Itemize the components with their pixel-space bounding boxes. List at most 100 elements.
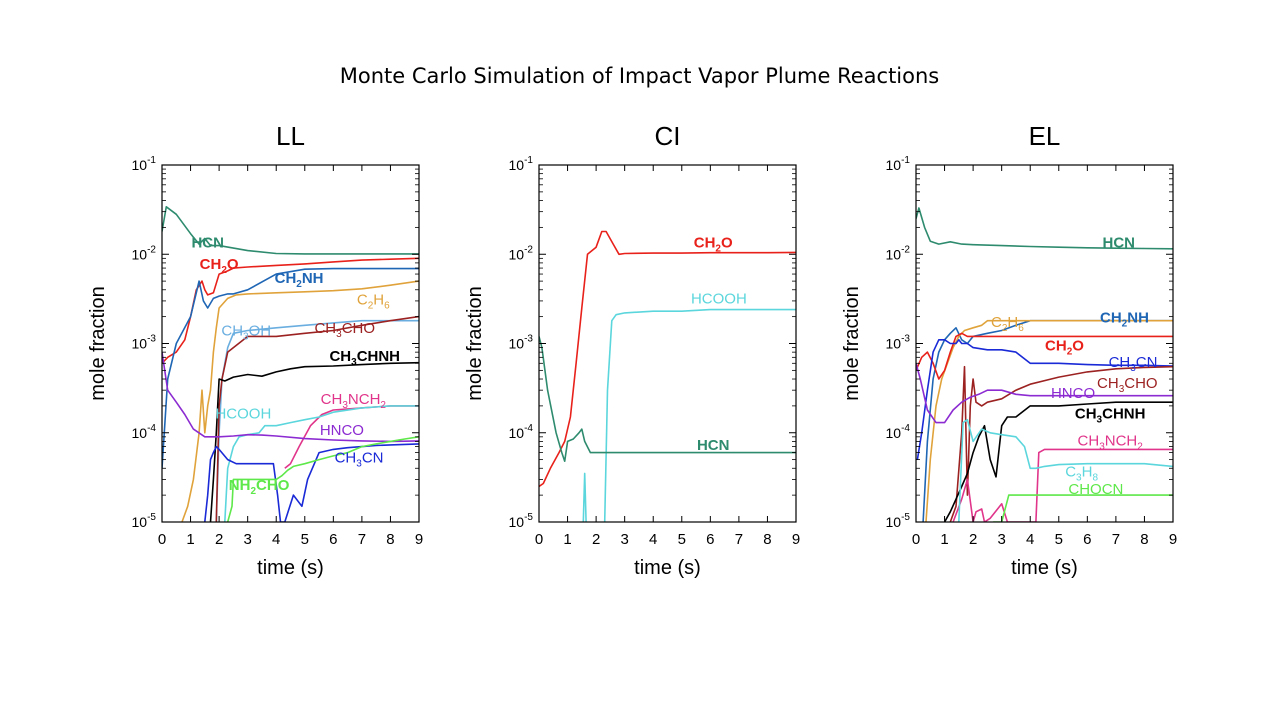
y-tick-label: 10-2 [132,244,157,262]
series-line-c2h6 [181,280,419,522]
series-label-chocn: CHOCN [1068,481,1123,498]
x-tick-label: 5 [1055,531,1063,548]
series-label-c2h6: C2H6 [357,292,390,312]
series-label-hcn: HCN [1102,235,1135,252]
series-label-c2h6: C2H6 [991,314,1024,334]
panel-title: CI [655,121,681,151]
series-label-nh2cho: NH2CHO [229,477,290,497]
series-line-nh2cho [226,436,419,522]
series-line-ch2nh [162,267,419,469]
series-label-hcooh: HCOOH [215,405,271,422]
series-line-ch3cho [949,365,1173,522]
series-label-ch3cho: CH3CHO [314,320,375,340]
series-lines [916,207,1173,522]
y-axis-label: mole fraction [464,286,486,401]
series-label-ch2nh: CH2NH [275,270,324,290]
x-tick-label: 2 [592,531,600,548]
y-axis-label: mole fraction [841,286,863,401]
x-tick-label: 3 [620,531,628,548]
series-label-ch3oh: CH3OH [221,322,271,342]
series-line-hcooh [224,405,419,522]
y-tick-label: 10-5 [886,512,911,530]
series-label-ch3cho: CH3CHO [1097,375,1158,395]
x-tick-label: 6 [706,531,714,548]
x-tick-label: 1 [563,531,571,548]
series-label-ch3nch2: CH3NCH2 [321,391,387,411]
y-tick-label: 10-3 [132,334,157,352]
x-tick-label: 0 [912,531,920,548]
x-tick-label: 5 [678,531,686,548]
series-line-hnco [916,363,1173,424]
series-label-hcooh: HCOOH [691,290,747,307]
x-tick-label: 6 [329,531,337,548]
series-lines [539,230,796,522]
series-line-hnco [162,351,419,443]
series-line-hcooh [603,308,796,522]
x-tick-label: 9 [792,531,800,548]
x-tick-label: 7 [735,531,743,548]
x-tick-label: 7 [358,531,366,548]
y-tick-label: 10-2 [886,244,911,262]
x-axis-label: time (s) [1011,557,1078,579]
series-line-hcn [162,206,419,255]
series-line-ch3cho [215,315,419,522]
x-tick-label: 8 [386,531,394,548]
series-label-ch3cn: CH3CN [1109,354,1158,374]
x-tick-label: 2 [969,531,977,548]
y-tick-label: 10-2 [509,244,534,262]
y-tick-label: 10-3 [886,334,911,352]
series-line-c3h8 [958,418,1173,522]
x-tick-label: 1 [940,531,948,548]
y-tick-label: 10-1 [509,155,534,173]
series-label-ch2o: CH2O [1045,337,1084,357]
series-label-ch3nch2: CH3NCH2 [1078,432,1144,452]
series-line-hcn [916,207,1173,250]
x-tick-label: 4 [649,531,657,548]
x-tick-label: 8 [763,531,771,548]
y-tick-label: 10-4 [886,423,911,441]
y-axis-label: mole fraction [87,286,109,401]
series-line-ch3cn [916,338,1173,460]
series-label-ch2o: CH2O [200,256,239,276]
x-tick-label: 5 [301,531,309,548]
y-tick-label: 10-1 [886,155,911,173]
y-tick-label: 10-5 [132,512,157,530]
y-tick-label: 10-4 [509,423,534,441]
series-line-chocn [993,494,1173,522]
series-line-c2h6 [925,319,1173,522]
x-axis-label: time (s) [634,557,701,579]
x-tick-label: 3 [243,531,251,548]
series-line-ch2o [916,332,1173,380]
x-tick-label: 4 [272,531,280,548]
series-line-ch3nch2 [952,448,1173,522]
series-label-hcn: HCN [191,235,224,252]
chart-panel-ci: 0 1 2 3 4 5 6 7 8 9 10-5 10-4 10-3 10-2 10-1 CI time (s)… [464,121,800,579]
y-tick-label: 10-1 [132,155,157,173]
series-label-ch3cn: CH3CN [335,449,384,469]
series-label-ch2nh: CH2NH [1100,310,1149,330]
series-label-hnco: HNCO [320,422,364,439]
y-tick-label: 10-4 [132,423,157,441]
series-line-hcn [539,336,796,463]
series-lines [162,206,419,522]
x-tick-label: 6 [1083,531,1091,548]
x-tick-label: 3 [997,531,1005,548]
chart-panel-el: 0 1 2 3 4 5 6 7 8 9 10-5 10-4 10-3 10-2 10-1 EL time (s)… [841,121,1177,579]
panel-title: EL [1029,121,1061,151]
x-tick-label: 4 [1026,531,1034,548]
x-tick-label: 9 [1169,531,1177,548]
series-label-c3h8: C3H8 [1065,463,1098,483]
x-tick-label: 7 [1112,531,1120,548]
series-label-ch3chnh: CH3CHNH [329,348,400,368]
x-tick-label: 9 [415,531,423,548]
series-label-ch2o: CH2O [694,235,733,255]
x-tick-label: 1 [186,531,194,548]
x-tick-label: 2 [215,531,223,548]
x-tick-label: 0 [158,531,166,548]
y-tick-label: 10-5 [509,512,534,530]
series-line-ch2o [539,230,796,488]
figure-title: Monte Carlo Simulation of Impact Vapor P… [339,64,940,88]
chart-panel-ll: 0 1 2 3 4 5 6 7 8 9 10-5 10-4 10-3 10-2 10-1 LL time (s)… [87,121,423,579]
series-label-ch3chnh: CH3CHNH [1075,405,1146,425]
